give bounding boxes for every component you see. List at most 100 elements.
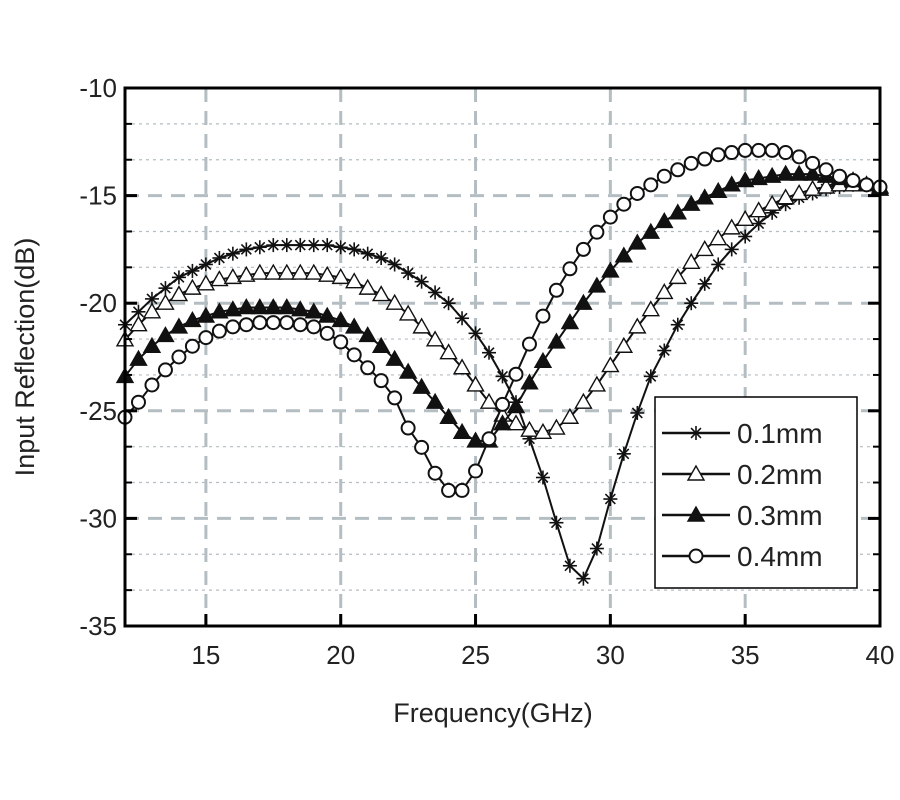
data-point <box>589 541 604 556</box>
triangle-shape <box>169 317 189 334</box>
triangle-shape <box>277 263 296 280</box>
data-point <box>520 420 539 437</box>
triangle-shape <box>466 431 485 448</box>
data-point <box>493 414 512 431</box>
triangle-shape <box>156 293 175 310</box>
legend-marker <box>686 505 706 522</box>
data-point <box>223 300 243 317</box>
data-point <box>776 188 795 205</box>
data-point <box>346 347 362 363</box>
data-point <box>414 439 430 455</box>
data-point <box>400 420 416 436</box>
circle-shape <box>279 315 295 331</box>
data-point <box>657 343 672 358</box>
data-point <box>547 332 566 349</box>
asterisk-stroke <box>159 282 171 294</box>
data-point <box>466 431 485 448</box>
data-point <box>250 298 270 315</box>
data-point <box>412 317 431 334</box>
triangle-shape <box>223 267 243 285</box>
plot-frame <box>123 86 882 628</box>
data-point <box>373 373 389 389</box>
data-point <box>252 315 268 331</box>
data-point <box>816 177 836 194</box>
triangle-shape <box>735 171 755 188</box>
data-point <box>129 349 148 366</box>
legend-label: 0.2mm <box>737 459 823 490</box>
data-point <box>479 392 499 409</box>
triangle-shape <box>412 317 431 334</box>
axis-ticks: -10 -15 -20 -25 -30 -35 15 20 25 30 35 40 <box>79 73 894 670</box>
asterisk-stroke <box>470 327 482 339</box>
data-point <box>670 162 686 178</box>
data-point <box>428 285 443 300</box>
data-point <box>589 224 605 240</box>
data-point <box>320 238 335 253</box>
data-point <box>547 418 566 435</box>
y-tick-label: -25 <box>79 396 117 426</box>
triangle-shape <box>398 304 418 321</box>
data-point <box>709 229 728 246</box>
data-point <box>171 270 186 285</box>
series-0.4mm <box>117 142 888 498</box>
data-point <box>656 168 672 184</box>
triangle-shape <box>304 302 323 319</box>
data-point <box>508 366 524 382</box>
asterisk-stroke <box>712 258 724 270</box>
data-point <box>333 334 349 350</box>
data-point <box>722 175 741 192</box>
triangle-shape <box>223 300 243 317</box>
data-point <box>156 326 175 343</box>
asterisk-stroke <box>200 258 212 270</box>
series-0.3mm <box>115 164 890 448</box>
data-point <box>709 181 728 198</box>
x-tick-label: 30 <box>596 640 625 670</box>
data-point <box>762 166 782 183</box>
data-point <box>264 263 283 280</box>
triangle-shape <box>776 164 795 181</box>
data-point <box>576 571 591 586</box>
data-point <box>412 377 431 394</box>
triangle-shape <box>237 298 256 315</box>
legend-item-0.4mm: 0.4mm <box>662 541 823 572</box>
circle-shape <box>414 439 430 455</box>
circle-shape <box>791 149 807 165</box>
data-point <box>171 349 187 365</box>
data-point <box>293 238 308 253</box>
triangle-shape <box>452 422 472 440</box>
triangle-shape <box>439 343 458 360</box>
legend-item-0.3mm: 0.3mm <box>662 500 823 531</box>
circle-shape <box>346 347 362 363</box>
data-point <box>630 405 645 420</box>
data-point <box>682 194 701 211</box>
triangle-shape <box>709 229 728 246</box>
asterisk-stroke <box>537 471 549 484</box>
data-point <box>374 251 389 266</box>
data-point <box>454 482 470 498</box>
asterisk-stroke <box>690 427 702 439</box>
data-point <box>643 177 659 193</box>
data-point <box>142 302 162 319</box>
y-tick-label: -10 <box>79 73 117 103</box>
triangle-shape <box>142 302 162 319</box>
data-point <box>710 147 726 163</box>
circle-shape <box>481 431 497 447</box>
triangle-shape <box>533 422 553 440</box>
data-point <box>183 278 202 295</box>
circle-shape <box>575 241 591 257</box>
data-point <box>385 349 404 366</box>
triangle-shape <box>466 375 485 392</box>
asterisk-stroke <box>267 239 279 251</box>
circle-shape <box>710 147 726 163</box>
asterisk-stroke <box>577 573 589 585</box>
data-point <box>535 308 551 324</box>
data-point <box>319 325 335 341</box>
asterisk-stroke <box>213 252 225 264</box>
data-point <box>360 246 375 261</box>
asterisk-stroke <box>685 297 697 309</box>
triangle-shape <box>479 392 499 409</box>
circle-shape <box>629 185 645 201</box>
data-point <box>401 266 416 281</box>
data-point <box>185 263 200 278</box>
